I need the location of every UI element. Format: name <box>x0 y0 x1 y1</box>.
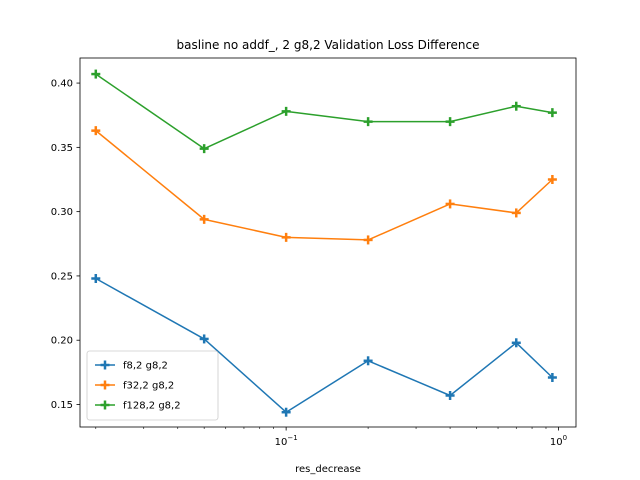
data-point <box>445 199 455 209</box>
data-point <box>363 356 373 366</box>
x-axis-label: res_decrease <box>295 464 361 475</box>
data-point <box>281 407 291 417</box>
data-point <box>363 117 373 127</box>
data-point <box>91 126 101 136</box>
data-point <box>281 232 291 242</box>
data-point <box>281 106 291 116</box>
chart-title: basline no addf_, 2 g8,2 Validation Loss… <box>177 38 480 52</box>
data-point <box>511 101 521 111</box>
data-point <box>511 208 521 218</box>
series-line <box>95 73 553 150</box>
data-point <box>445 117 455 127</box>
legend: f8,2 g8,2 f32,2 g8,2 f128,2 g8,2 <box>86 350 219 421</box>
series-3 <box>91 69 557 154</box>
y-tick-label: 0.30 <box>51 207 73 218</box>
legend-item: f32,2 g8,2 <box>95 380 174 392</box>
legend-label: f128,2 g8,2 <box>123 401 181 412</box>
legend-item: f8,2 g8,2 <box>95 360 168 372</box>
legend-label: f8,2 g8,2 <box>123 361 168 372</box>
legend-marker <box>100 380 110 390</box>
y-tick-label: 0.15 <box>51 400 73 411</box>
legend-marker <box>100 360 110 370</box>
plot-area: 0.15 0.20 0.25 0.30 0.35 0.40 10−1 100 f8,2 g8,2… <box>51 57 577 448</box>
data-point <box>547 108 557 118</box>
x-tick-label: 10−1 <box>275 434 298 448</box>
series-2 <box>91 126 557 245</box>
legend-marker <box>100 400 110 410</box>
data-point <box>445 391 455 400</box>
legend-box <box>86 350 219 421</box>
data-point <box>91 69 101 79</box>
legend-item: f128,2 g8,2 <box>95 400 181 412</box>
data-point <box>547 373 557 382</box>
data-point <box>199 214 209 224</box>
series-line <box>95 130 553 241</box>
y-tick-label: 0.20 <box>51 336 73 347</box>
series-1 <box>91 274 557 417</box>
data-point <box>199 334 209 344</box>
legend-label: f32,2 g8,2 <box>123 381 174 392</box>
y-tick-label: 0.35 <box>51 143 73 154</box>
x-tick-label: 100 <box>550 434 567 448</box>
data-point <box>511 338 521 348</box>
y-tick-label: 0.25 <box>51 271 73 282</box>
y-tick-label: 0.40 <box>51 79 73 90</box>
axes-frame <box>79 57 577 428</box>
data-point <box>91 274 101 283</box>
data-point <box>547 175 557 184</box>
data-point <box>363 235 373 245</box>
data-point <box>199 144 209 154</box>
